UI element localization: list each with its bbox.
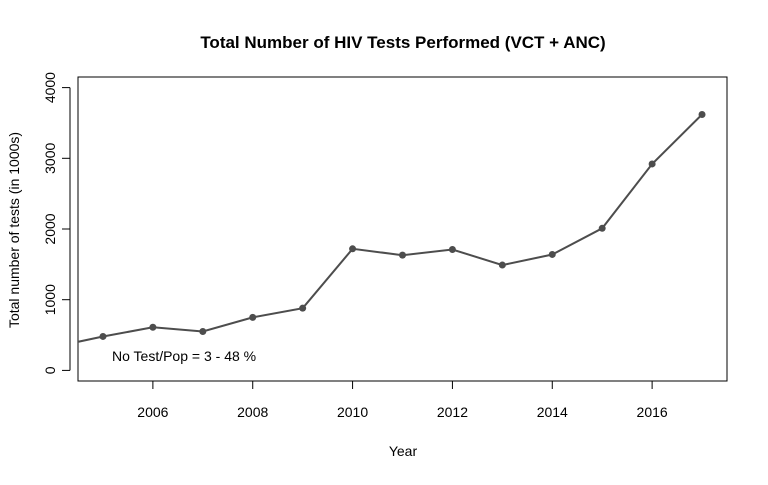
x-tick-label: 2016 [637,404,668,420]
y-tick-label: 3000 [42,143,58,174]
data-point [149,323,157,331]
y-axis-label: Total number of tests (in 1000s) [6,132,22,328]
x-tick-label: 2012 [437,404,468,420]
data-point [698,110,706,118]
data-point [448,246,456,254]
y-tick-label: 0 [42,366,58,374]
data-point [598,224,606,232]
data-point [498,261,506,269]
series-layer [78,110,706,343]
data-point [249,313,257,321]
data-point [199,328,207,336]
y-axis: 0 1000 2000 3000 4000 [42,72,71,374]
x-axis: 2006 2008 2010 2012 2014 2016 [137,380,668,420]
data-point [299,304,307,312]
y-tick-label: 4000 [42,72,58,103]
x-axis-label: Year [389,443,418,459]
chart-title: Total Number of HIV Tests Performed (VCT… [200,33,605,52]
x-tick-label: 2010 [337,404,368,420]
y-tick-label: 1000 [42,284,58,315]
data-point [349,245,357,253]
series-line [78,113,703,343]
data-point [99,332,107,340]
data-point [648,160,656,168]
x-tick-label: 2006 [137,404,168,420]
data-point [399,251,406,259]
x-tick-label: 2008 [237,404,268,420]
data-point [548,250,556,258]
x-tick-label: 2014 [537,404,568,420]
chart-annotation: No Test/Pop = 3 - 48 % [112,348,256,364]
y-tick-label: 2000 [42,213,58,244]
plot-frame [77,76,728,382]
